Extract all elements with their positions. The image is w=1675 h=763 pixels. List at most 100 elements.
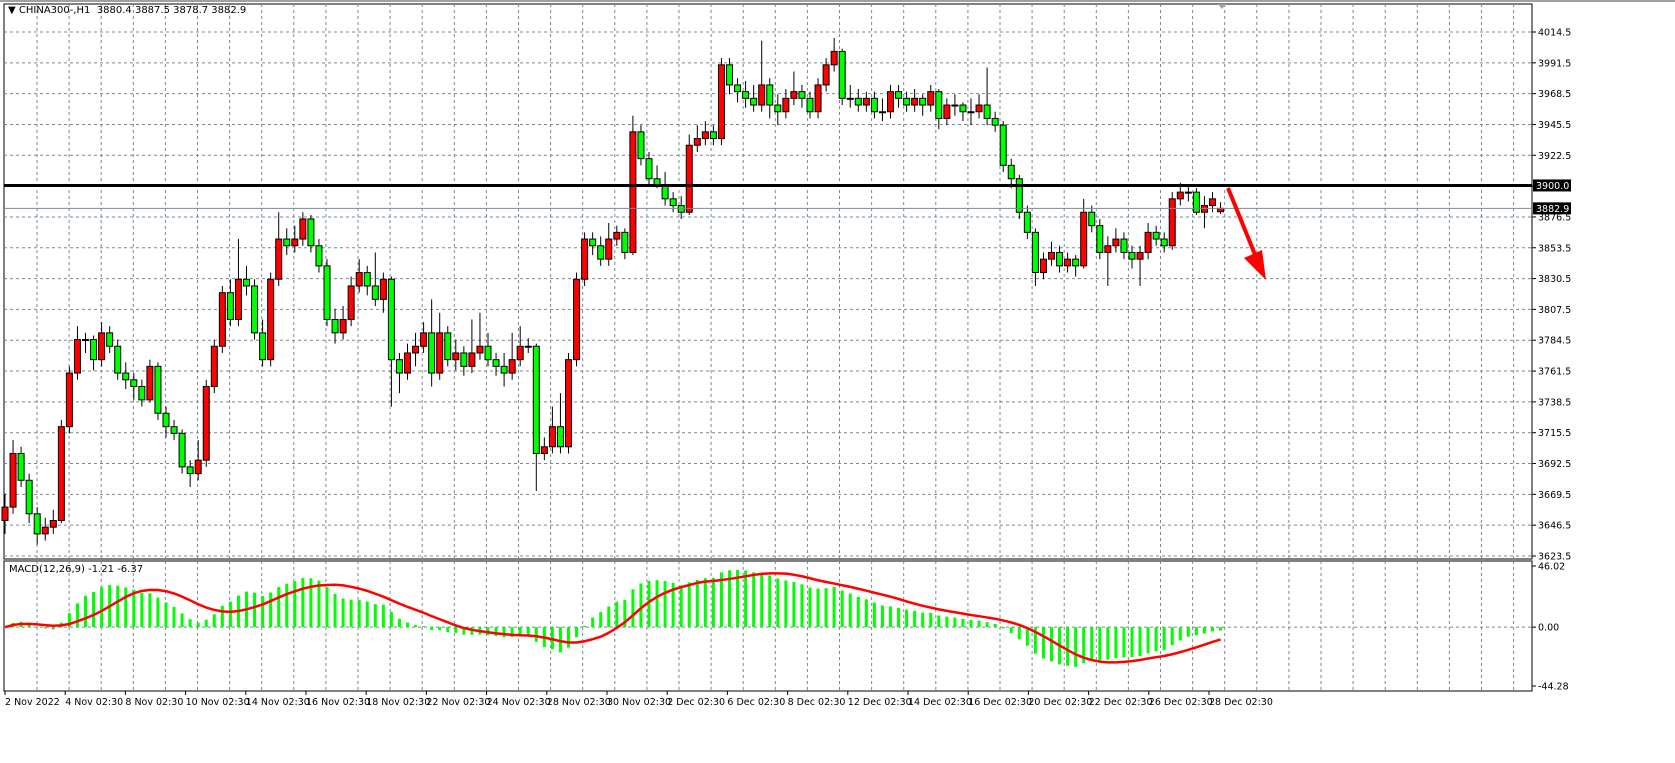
candle-body bbox=[186, 466, 194, 475]
candle bbox=[991, 111, 999, 132]
candle-body bbox=[613, 231, 621, 240]
candle bbox=[524, 338, 532, 353]
candle bbox=[339, 306, 347, 340]
candle bbox=[395, 352, 403, 394]
candle bbox=[138, 379, 146, 407]
macd-pane bbox=[3, 560, 1533, 692]
candle bbox=[878, 98, 886, 122]
candle-body bbox=[492, 359, 500, 367]
dropdown-triangle-icon[interactable]: ▼ bbox=[8, 5, 16, 16]
candle bbox=[661, 172, 669, 206]
candle bbox=[1, 493, 9, 534]
candle-body bbox=[138, 385, 146, 401]
candle bbox=[331, 308, 339, 344]
macd-main-value: -1.21 bbox=[88, 564, 115, 575]
candle bbox=[645, 151, 653, 186]
candle bbox=[565, 352, 572, 454]
candle-body bbox=[25, 479, 33, 515]
y-tick-label: 3853.5 bbox=[1538, 243, 1571, 254]
candle-body bbox=[387, 278, 395, 361]
candle bbox=[33, 507, 41, 545]
candle-body bbox=[1184, 191, 1192, 194]
candle bbox=[717, 58, 725, 146]
down-arrow-annotation bbox=[1226, 187, 1266, 280]
y-tick-label: 3991.5 bbox=[1538, 58, 1571, 69]
candle-body bbox=[983, 104, 991, 119]
macd-label: MACD(12,26,9) bbox=[9, 564, 85, 575]
candle bbox=[999, 121, 1007, 173]
candle-body bbox=[267, 278, 275, 361]
candle-body bbox=[1144, 231, 1152, 253]
macd-y-tick-label: 46.02 bbox=[1538, 562, 1565, 573]
candle-body bbox=[1104, 245, 1112, 253]
macd-signal-value: -6.37 bbox=[117, 564, 144, 575]
candle-body bbox=[452, 352, 460, 361]
candle bbox=[927, 84, 935, 112]
bid-price-tag-label: 3882.9 bbox=[1536, 204, 1569, 215]
x-tick-label: 16 Dec 02:30 bbox=[968, 697, 1032, 708]
candle-body bbox=[573, 278, 581, 361]
candle-body bbox=[331, 318, 339, 334]
candle bbox=[975, 94, 983, 119]
candle-body bbox=[371, 285, 379, 300]
candle-body bbox=[347, 285, 355, 320]
horizontal-line-price-tag bbox=[1533, 179, 1571, 192]
candle bbox=[677, 196, 685, 219]
candle bbox=[162, 406, 170, 438]
candle-body bbox=[774, 104, 782, 113]
candle-body bbox=[701, 131, 709, 140]
candle bbox=[1080, 198, 1088, 269]
candle bbox=[484, 332, 492, 367]
candle bbox=[73, 326, 81, 380]
candle-body bbox=[476, 345, 484, 354]
candle bbox=[709, 125, 717, 146]
candle bbox=[693, 125, 701, 152]
candle bbox=[814, 78, 822, 119]
candle-body bbox=[790, 91, 798, 99]
candle-body bbox=[162, 412, 170, 428]
candle bbox=[685, 134, 693, 215]
y-tick-label: 3830.5 bbox=[1538, 274, 1571, 285]
candle-body bbox=[798, 91, 806, 99]
candle bbox=[1144, 222, 1152, 260]
candle-body bbox=[114, 345, 122, 374]
ohlc-readout: 3880.4 3887.5 3878.7 3882.9 bbox=[96, 5, 247, 16]
x-tick-label: 2 Dec 02:30 bbox=[667, 697, 725, 708]
candle-body bbox=[1160, 238, 1168, 247]
candle bbox=[243, 265, 250, 296]
candle bbox=[218, 285, 226, 353]
candle-body bbox=[911, 97, 919, 106]
candle bbox=[1136, 245, 1144, 286]
arrow-head bbox=[1244, 250, 1266, 280]
candle-body bbox=[621, 231, 629, 253]
candle-body bbox=[629, 131, 637, 253]
candle-body bbox=[806, 97, 814, 113]
macd-signal-line bbox=[4, 572, 1221, 664]
candle bbox=[846, 84, 854, 108]
candle-body bbox=[919, 97, 927, 106]
candle bbox=[766, 78, 774, 119]
candle-body bbox=[275, 238, 283, 280]
candle-body bbox=[1039, 258, 1047, 274]
candle-body bbox=[1096, 225, 1104, 253]
candle bbox=[903, 91, 911, 112]
candle-body bbox=[355, 272, 363, 287]
symbol-label: CHINA300-,H1 bbox=[18, 5, 91, 16]
horizontal-line-price-tag-label: 3900.0 bbox=[1536, 181, 1569, 192]
candle bbox=[508, 332, 516, 380]
candle bbox=[307, 214, 315, 253]
y-tick-label: 3945.5 bbox=[1538, 120, 1571, 131]
candle-body bbox=[516, 345, 524, 361]
candle-body bbox=[122, 372, 130, 381]
candle bbox=[500, 352, 508, 387]
candle-body bbox=[734, 84, 742, 93]
candle bbox=[41, 517, 49, 541]
candle bbox=[114, 339, 122, 380]
x-tick-label: 2 Nov 2022 bbox=[5, 697, 60, 708]
candle-body bbox=[106, 332, 114, 347]
x-tick-label: 24 Nov 02:30 bbox=[487, 697, 551, 708]
candle bbox=[1088, 205, 1096, 233]
candle-body bbox=[597, 245, 605, 260]
candle-body bbox=[130, 379, 138, 387]
